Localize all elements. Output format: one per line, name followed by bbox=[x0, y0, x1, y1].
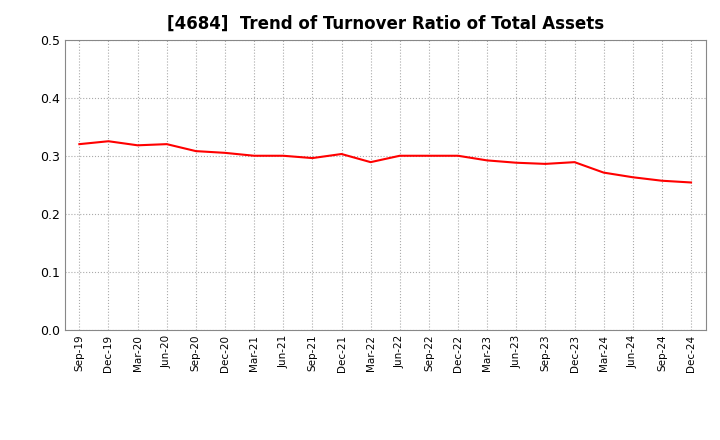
Title: [4684]  Trend of Turnover Ratio of Total Assets: [4684] Trend of Turnover Ratio of Total … bbox=[166, 15, 604, 33]
